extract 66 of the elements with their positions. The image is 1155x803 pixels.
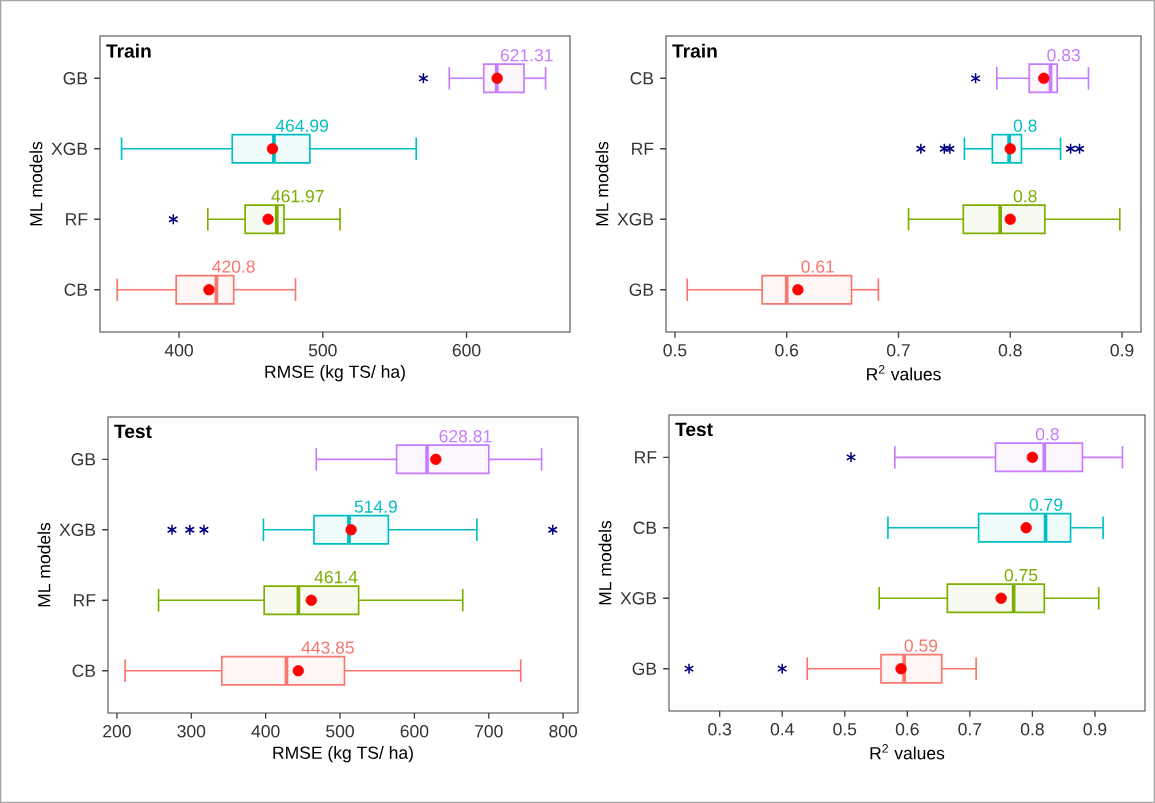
chart-title: Test (114, 424, 152, 439)
x-tick-label: 800 (549, 725, 578, 738)
x-tick-label: 300 (177, 725, 206, 738)
x-tick-label: 0.3 (708, 723, 732, 736)
x-tick-label: 0.6 (775, 344, 799, 357)
annotation: 514.9 (354, 500, 397, 513)
y-tick-label: GB (71, 453, 96, 466)
x-tick-label: 0.4 (770, 723, 794, 736)
y-axis-title: ML models (595, 141, 609, 226)
x-tick-label: 0.8 (1020, 723, 1044, 736)
y-axis-title: ML models (598, 520, 612, 605)
y-tick-label: XGB (51, 142, 88, 155)
x-tick-label: 400 (251, 725, 280, 738)
y-tick-label: XGB (620, 592, 657, 605)
chart-title: Train (106, 43, 151, 58)
annotation: 621.31 (500, 48, 553, 62)
annotation: 0.83 (1047, 48, 1080, 62)
x-tick-label: 0.8 (998, 344, 1022, 357)
annotation: 0.8 (1013, 119, 1037, 132)
x-tick-label: 400 (164, 344, 193, 357)
y-axis-title: ML models (37, 522, 51, 607)
x-tick-label: 0.9 (1110, 344, 1134, 357)
x-tick-label: 0.7 (958, 723, 982, 736)
x-tick-label: 0.7 (887, 344, 910, 357)
y-tick-label: RF (632, 142, 654, 155)
x-tick-label: 600 (452, 344, 481, 357)
y-axis-title: ML models (29, 141, 43, 226)
annotation: 628.81 (439, 429, 492, 443)
y-tick-label: RF (635, 451, 657, 464)
x-tick-label: 700 (475, 725, 503, 738)
x-tick-label: 500 (308, 344, 337, 357)
annotation: 0.59 (904, 639, 938, 652)
x-axis-title: RMSE (kg TS/ ha) (265, 365, 405, 382)
annotation: 0.8 (1035, 427, 1059, 441)
y-tick-label: CB (64, 283, 88, 296)
y-tick-label: RF (66, 213, 88, 226)
y-tick-label: GB (629, 283, 654, 296)
chart-title: Test (675, 422, 713, 437)
annotation: 443.85 (301, 641, 354, 654)
annotation: 464.99 (275, 119, 328, 132)
y-tick-label: CB (630, 72, 654, 85)
y-tick-label: XGB (617, 213, 654, 226)
x-tick-label: 0.5 (833, 723, 857, 736)
y-tick-label: CB (72, 664, 96, 677)
annotation: 0.75 (1004, 568, 1038, 582)
annotation: 420.8 (212, 260, 255, 273)
x-axis-title: R$^{2}$ values (870, 744, 945, 760)
y-tick-label: XGB (59, 523, 96, 536)
x-axis-title: R$^{2}$ values (867, 365, 941, 381)
annotation: 0.8 (1013, 189, 1037, 203)
x-axis-title: RMSE (kg TS/ ha) (273, 746, 413, 763)
x-tick-label: 0.5 (663, 344, 687, 357)
annotation: 461.4 (314, 570, 358, 584)
y-tick-label: CB (633, 521, 657, 534)
x-tick-label: 0.9 (1083, 723, 1107, 736)
x-tick-label: 200 (103, 725, 131, 738)
annotation: 0.61 (801, 260, 834, 273)
y-tick-label: RF (74, 594, 96, 607)
x-tick-label: 0.6 (895, 723, 919, 736)
x-tick-label: 500 (326, 725, 354, 738)
chart-title: Train (672, 43, 717, 58)
x-tick-label: 600 (400, 725, 429, 738)
annotation: 461.97 (271, 189, 324, 203)
y-tick-label: GB (63, 72, 88, 85)
annotation: 0.79 (1029, 498, 1063, 511)
y-tick-label: GB (632, 662, 657, 675)
